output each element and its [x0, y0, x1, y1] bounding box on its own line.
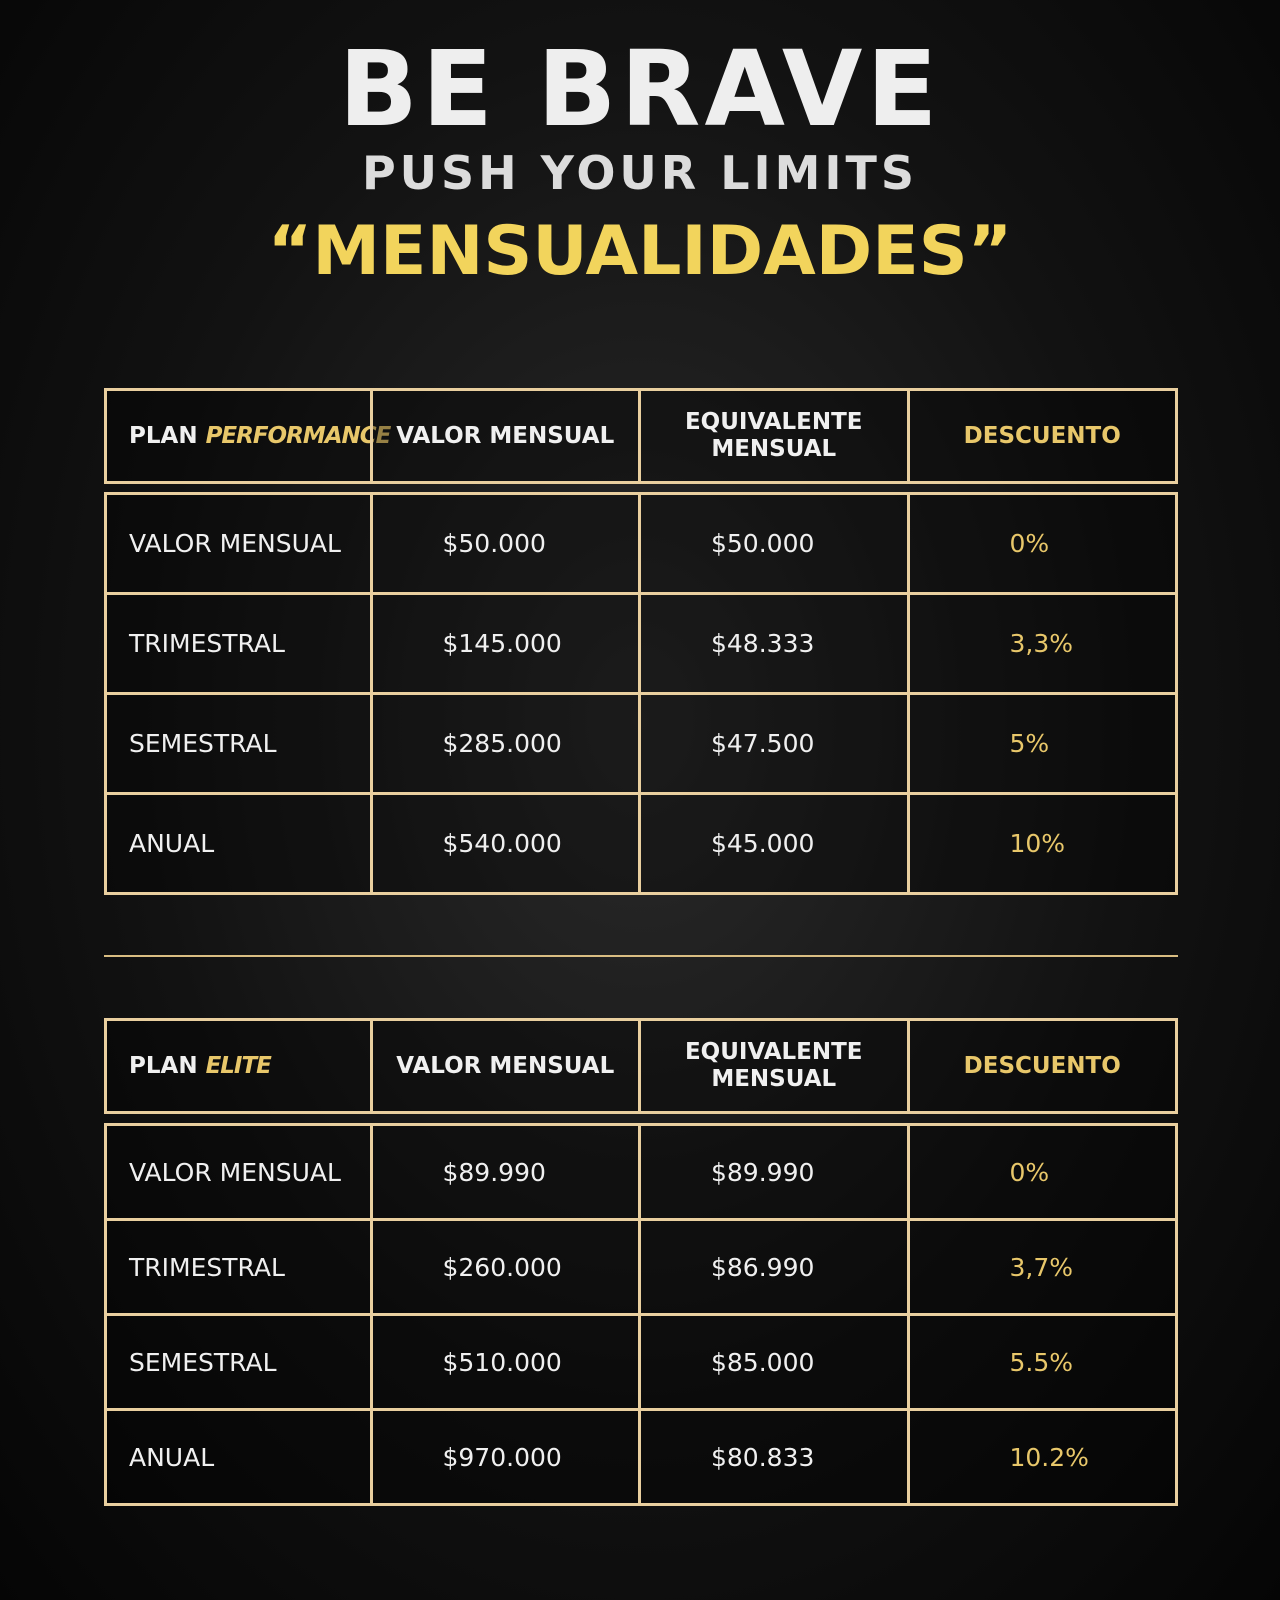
data-cell: VALOR MENSUAL — [104, 1123, 373, 1221]
data-cell: 5.5% — [906, 1313, 1178, 1411]
data-cell: $50.000 — [638, 492, 910, 595]
data-cell: $86.990 — [638, 1218, 910, 1316]
data-row: SEMESTRAL $285.000 $47.500 5% — [104, 692, 1178, 795]
data-cell: $47.500 — [638, 692, 910, 795]
plan-name: ELITE — [205, 1052, 272, 1079]
header-cell: VALOR MENSUAL — [369, 388, 641, 484]
header-cell: EQUIVALENTE MENSUAL — [638, 1018, 910, 1114]
plan-label: PLAN — [129, 1052, 198, 1079]
data-cell: TRIMESTRAL — [104, 592, 373, 695]
data-row: ANUAL $970.000 $80.833 10.2% — [104, 1408, 1178, 1506]
data-cell: $85.000 — [638, 1313, 910, 1411]
data-cell: $285.000 — [369, 692, 641, 795]
data-cell: $50.000 — [369, 492, 641, 595]
data-cell: $540.000 — [369, 792, 641, 895]
data-cell: $260.000 — [369, 1218, 641, 1316]
data-cell: ANUAL — [104, 1408, 373, 1506]
header-cell: DESCUENTO — [906, 388, 1178, 484]
data-cell: TRIMESTRAL — [104, 1218, 373, 1316]
data-cell: 5% — [906, 692, 1178, 795]
data-row: SEMESTRAL $510.000 $85.000 5.5% — [104, 1313, 1178, 1411]
data-cell: 3,7% — [906, 1218, 1178, 1316]
data-row: VALOR MENSUAL $89.990 $89.990 0% — [104, 1123, 1178, 1221]
data-cell: SEMESTRAL — [104, 1313, 373, 1411]
header-row: PLAN ELITE VALOR MENSUAL EQUIVALENTE MENSUA… — [104, 1018, 1178, 1114]
header-cell: DESCUENTO — [906, 1018, 1178, 1114]
data-cell: 10.2% — [906, 1408, 1178, 1506]
title: BE BRAVE — [338, 28, 942, 150]
header-cell: PLAN PERFORMANCE — [104, 388, 391, 484]
plan-name: PERFORMANCE — [205, 422, 392, 449]
plan-label: PLAN — [129, 422, 198, 449]
data-cell: $145.000 — [369, 592, 641, 695]
data-row: TRIMESTRAL $145.000 $48.333 3,3% — [104, 592, 1178, 695]
heading: “MENSUALIDADES” — [267, 212, 1013, 291]
header-cell: EQUIVALENTE MENSUAL — [638, 388, 910, 484]
data-cell: 3,3% — [906, 592, 1178, 695]
data-cell: VALOR MENSUAL — [104, 492, 373, 595]
data-row: VALOR MENSUAL $50.000 $50.000 0% — [104, 492, 1178, 595]
data-cell: $48.333 — [638, 592, 910, 695]
data-cell: SEMESTRAL — [104, 692, 373, 795]
data-cell: $510.000 — [369, 1313, 641, 1411]
data-cell: $80.833 — [638, 1408, 910, 1506]
data-cell: 0% — [906, 492, 1178, 595]
header-row: PLAN PERFORMANCE VALOR MENSUAL EQUIVALENTE … — [104, 388, 1178, 484]
data-cell: $45.000 — [638, 792, 910, 895]
data-row: TRIMESTRAL $260.000 $86.990 3,7% — [104, 1218, 1178, 1316]
data-row: ANUAL $540.000 $45.000 10% — [104, 792, 1178, 895]
data-cell: 0% — [906, 1123, 1178, 1221]
data-cell: $89.990 — [638, 1123, 910, 1221]
subtitle: PUSH YOUR LIMITS — [361, 146, 919, 200]
data-cell: $89.990 — [369, 1123, 641, 1221]
data-cell: 10% — [906, 792, 1178, 895]
data-cell: $970.000 — [369, 1408, 641, 1506]
separator — [104, 955, 1178, 957]
header-cell: VALOR MENSUAL — [369, 1018, 641, 1114]
data-cell: ANUAL — [104, 792, 373, 895]
header-cell: PLAN ELITE — [104, 1018, 373, 1114]
